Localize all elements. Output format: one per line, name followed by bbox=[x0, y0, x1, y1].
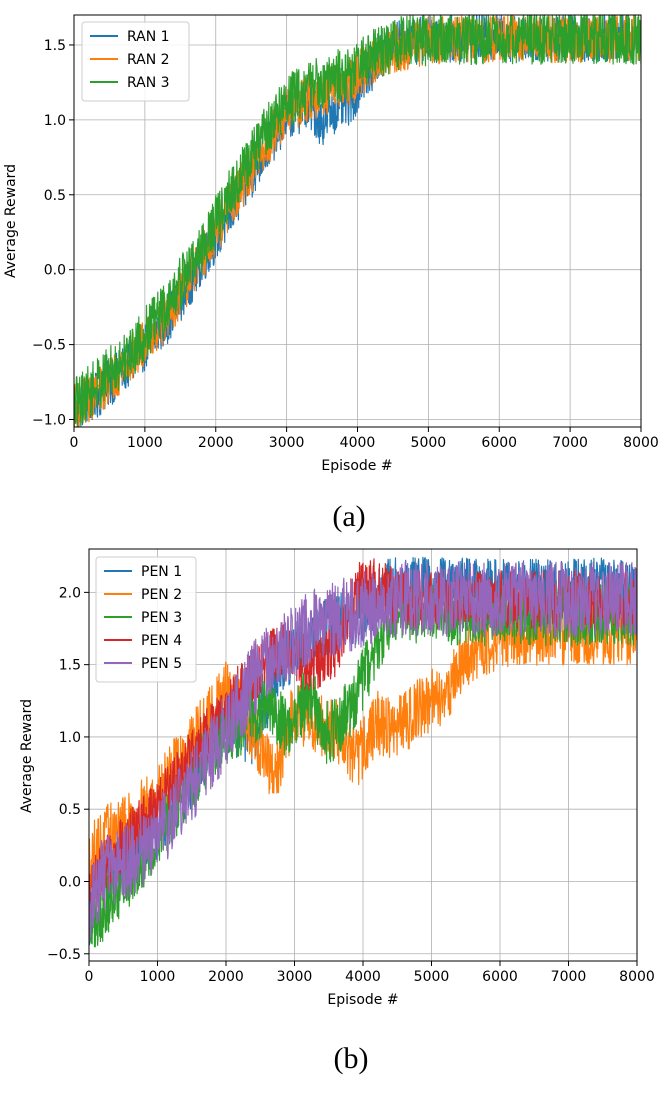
x-tick-label: 6000 bbox=[481, 435, 517, 451]
x-axis-label-b: Episode # bbox=[327, 992, 398, 1008]
x-tick-label: 3000 bbox=[269, 435, 305, 451]
x-tick-label: 6000 bbox=[482, 969, 518, 985]
x-tick-label: 8000 bbox=[623, 435, 659, 451]
x-tick-label: 5000 bbox=[414, 969, 450, 985]
x-tick-label: 2000 bbox=[198, 435, 234, 451]
x-tick-label: 1000 bbox=[140, 969, 176, 985]
y-tick-label: 0.0 bbox=[44, 263, 66, 279]
y-tick-label: 0.0 bbox=[59, 874, 81, 890]
series-line-ran-3 bbox=[74, 15, 641, 427]
y-tick-label: 1.5 bbox=[59, 658, 81, 674]
x-tick-label: 1000 bbox=[127, 435, 163, 451]
chart-b: (b) Episode # Average Reward 0 1000 2000 30… bbox=[19, 548, 655, 1075]
caption-b: (b) bbox=[334, 1042, 369, 1075]
legend-label: RAN 1 bbox=[127, 29, 170, 45]
x-tick-label: 0 bbox=[70, 435, 79, 451]
legend-label: PEN 2 bbox=[141, 587, 182, 603]
y-tick-label: −0.5 bbox=[47, 947, 81, 963]
ticks-b: 0 1000 2000 3000 4000 5000 6000 7000 8000 −0.5 0.0… bbox=[47, 585, 655, 985]
x-tick-label: 7000 bbox=[552, 435, 588, 451]
y-axis-label-b: Average Reward bbox=[19, 699, 35, 813]
y-tick-label: 0.5 bbox=[59, 802, 81, 818]
legend-label: RAN 3 bbox=[127, 75, 170, 91]
x-tick-label: 5000 bbox=[411, 435, 447, 451]
y-tick-label: 1.5 bbox=[44, 38, 66, 54]
legend-label: RAN 2 bbox=[127, 52, 170, 68]
y-tick-label: −0.5 bbox=[32, 338, 66, 354]
legend-a: RAN 1 RAN 2 RAN 3 bbox=[81, 21, 190, 102]
chart-a: (a) Episode # Average Reward 0 1000 2000 30… bbox=[3, 14, 659, 533]
y-tick-label: 1.0 bbox=[44, 113, 66, 129]
ticks-a: 0 1000 2000 3000 4000 5000 6000 7000 8000 −1.0 −0.… bbox=[32, 38, 659, 451]
series-line-pen-5 bbox=[89, 561, 637, 942]
legend-label: PEN 5 bbox=[141, 656, 182, 672]
x-axis-label-a: Episode # bbox=[321, 458, 392, 474]
x-tick-label: 4000 bbox=[345, 969, 381, 985]
x-tick-label: 3000 bbox=[277, 969, 313, 985]
x-tick-label: 2000 bbox=[208, 969, 244, 985]
y-tick-label: 1.0 bbox=[59, 730, 81, 746]
x-tick-label: 8000 bbox=[619, 969, 655, 985]
y-tick-label: 2.0 bbox=[59, 585, 81, 601]
x-tick-label: 4000 bbox=[340, 435, 376, 451]
x-tick-label: 7000 bbox=[551, 969, 587, 985]
y-axis-label-a: Average Reward bbox=[3, 164, 19, 278]
caption-a: (a) bbox=[332, 500, 365, 533]
x-tick-label: 0 bbox=[85, 969, 94, 985]
y-tick-label: −1.0 bbox=[32, 413, 66, 429]
legend-label: PEN 1 bbox=[141, 564, 182, 580]
plot-area-a bbox=[74, 15, 641, 427]
legend-label: PEN 3 bbox=[141, 610, 182, 626]
plot-area-b bbox=[89, 556, 637, 948]
legend-label: PEN 4 bbox=[141, 633, 182, 649]
grid-a bbox=[73, 15, 642, 427]
legend-b: PEN 1 PEN 2 PEN 3 PEN 4 PEN 5 bbox=[95, 556, 197, 683]
y-tick-label: 0.5 bbox=[44, 188, 66, 204]
legend-box bbox=[95, 556, 197, 683]
